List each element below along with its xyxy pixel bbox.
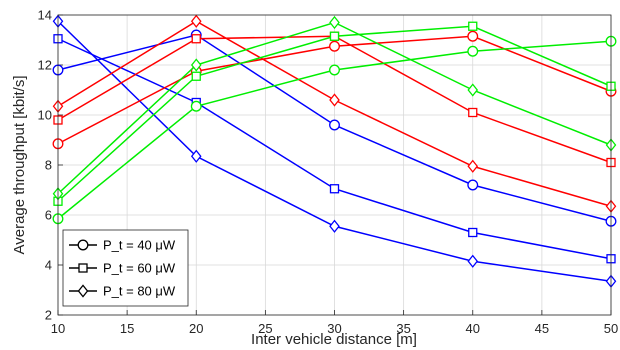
x-tick-label: 35 [396, 321, 410, 336]
data-point-square [191, 34, 201, 44]
legend: P_t = 40 μW P_t = 60 μW P_t = 80 μW [62, 229, 189, 307]
data-point-diamond [467, 159, 479, 173]
data-point-square [468, 107, 478, 118]
x-axis-title: Inter vehicle distance [m] [251, 331, 417, 348]
legend-item: P_t = 80 μW [69, 284, 176, 299]
x-axis-ticks: 10 15 20 25 30 35 40 45 50 [51, 310, 618, 336]
data-point-square [329, 31, 340, 41]
data-point-circle [467, 179, 479, 191]
legend-label: P_t = 80 μW [103, 284, 176, 299]
legend-item: P_t = 60 μW [69, 261, 176, 276]
legend-label: P_t = 40 μW [103, 238, 176, 253]
y-tick-label: 2 [45, 308, 52, 323]
plot-frame [57, 14, 612, 316]
data-point-circle [467, 30, 479, 42]
y-tick-label: 14 [38, 8, 52, 23]
data-point-square [191, 71, 201, 81]
x-tick-label: 20 [189, 321, 203, 336]
data-point-diamond [467, 83, 479, 97]
x-tick-label: 15 [120, 321, 134, 336]
x-tick-label: 45 [535, 321, 549, 336]
y-tick-label: 12 [38, 58, 52, 73]
legend-label: P_t = 60 μW [103, 261, 176, 276]
data-point-circle [190, 100, 202, 112]
y-tick-label: 8 [45, 158, 52, 173]
legend-item: P_t = 40 μW [69, 238, 176, 253]
y-tick-label: 10 [38, 108, 52, 123]
data-point-diamond [329, 15, 340, 30]
data-point-square [468, 227, 478, 238]
x-tick-label: 30 [327, 321, 341, 336]
data-point-circle [467, 45, 479, 57]
y-tick-label: 4 [45, 258, 52, 273]
y-axis-title: Average throughput [kbit/s] [11, 75, 28, 254]
y-tick-label: 6 [45, 208, 52, 223]
data-point-diamond [467, 254, 479, 268]
x-tick-label: 40 [466, 321, 480, 336]
legend-marker-circle [77, 239, 89, 251]
data-point-square [468, 21, 478, 31]
data-point-diamond [329, 93, 340, 107]
x-tick-label: 25 [258, 321, 272, 336]
x-tick-label: 50 [604, 321, 618, 336]
data-point-circle [329, 64, 340, 76]
data-point-circle [329, 119, 340, 131]
data-point-square [329, 184, 340, 194]
y-axis-ticks: 2 4 6 8 10 12 14 [38, 8, 63, 323]
data-point-diamond [190, 149, 202, 163]
legend-marker-square [78, 263, 88, 273]
data-point-diamond [190, 14, 202, 28]
x-tick-label: 10 [51, 321, 65, 336]
data-point-diamond [329, 219, 340, 233]
data-point-diamond [190, 58, 202, 72]
legend-marker-diamond [77, 284, 89, 298]
data-point-circle [329, 40, 340, 52]
